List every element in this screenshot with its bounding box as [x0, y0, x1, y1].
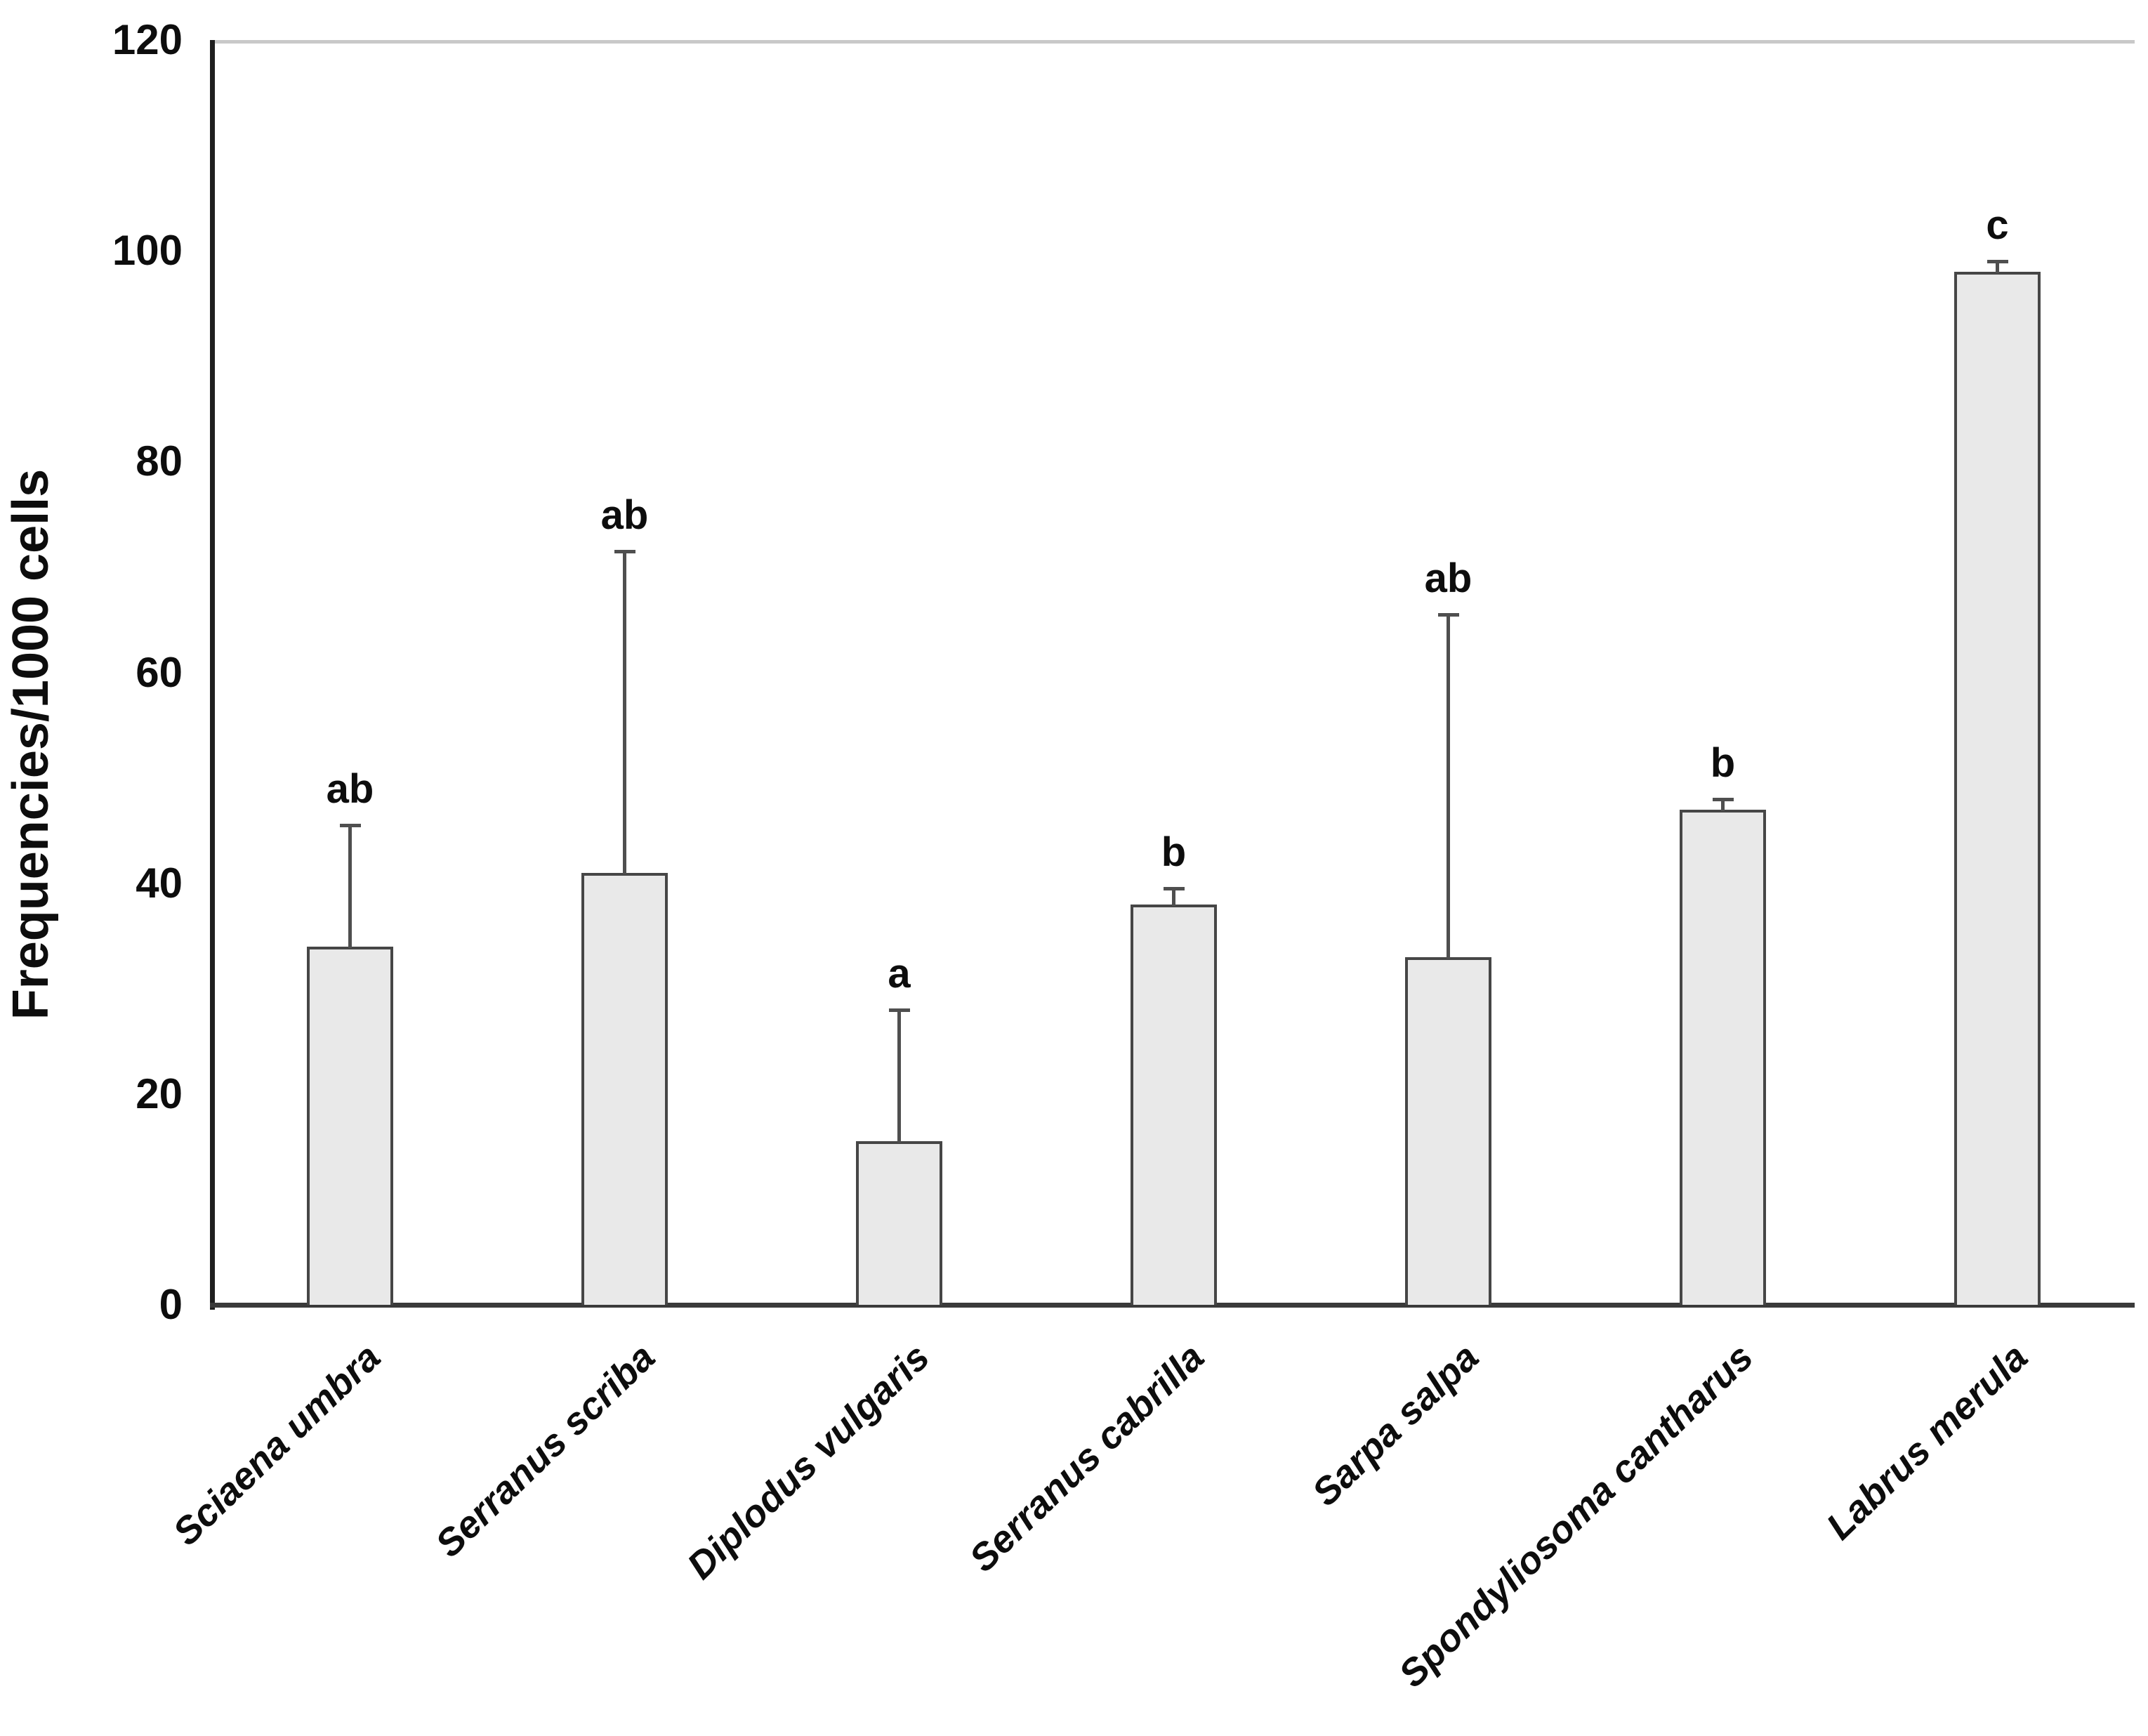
y-tick-label-80: 80 [136, 438, 183, 485]
error-bar-cap-serranus-cabrilla [1163, 887, 1185, 891]
error-bar-spondyliosoma-cantharus [1721, 798, 1725, 811]
significance-letter-spondyliosoma-cantharus: b [1710, 739, 1736, 786]
significance-letter-sciaena-umbra: ab [326, 766, 374, 813]
bar-sarpa-salpa [1405, 956, 1491, 1305]
y-tick-label-60: 60 [136, 648, 183, 696]
x-category-label-serranus-cabrilla: Serranus cabrilla [961, 1336, 1213, 1580]
x-category-label-diplodus-vulgaris: Diplodus vulgaris [679, 1336, 938, 1588]
error-bar-serranus-cabrilla [1172, 888, 1175, 906]
bar-labrus-merula [1954, 272, 2041, 1305]
error-bar-cap-diplodus-vulgaris [888, 1008, 910, 1012]
error-bar-diplodus-vulgaris [897, 1009, 901, 1143]
bar-diplodus-vulgaris [856, 1141, 942, 1305]
x-category-label-serranus-scriba: Serranus scriba [428, 1336, 664, 1566]
error-bar-cap-serranus-scriba [614, 549, 635, 553]
y-tick-label-0: 0 [159, 1281, 183, 1328]
top-gridline [215, 40, 2135, 44]
x-axis-line [210, 1303, 2135, 1308]
y-tick-label-120: 120 [112, 16, 183, 63]
bar-serranus-scriba [581, 872, 668, 1305]
error-bar-sarpa-salpa [1447, 614, 1450, 959]
error-bar-cap-spondyliosoma-cantharus [1712, 797, 1734, 801]
bar-sciaena-umbra [307, 946, 393, 1305]
bar-serranus-cabrilla [1131, 904, 1217, 1305]
plot-area: ab ab a b ab b c [213, 40, 2135, 1305]
significance-letter-labrus-merula: c [1986, 202, 2009, 249]
y-tick-label-100: 100 [112, 227, 183, 275]
error-bar-cap-sciaena-umbra [339, 824, 361, 828]
y-tick-label-20: 20 [136, 1070, 183, 1117]
significance-letter-sarpa-salpa: ab [1424, 555, 1472, 601]
error-bar-serranus-scriba [623, 551, 626, 874]
x-category-label-labrus-merula: Labrus merula [1819, 1336, 2036, 1548]
significance-letter-diplodus-vulgaris: a [888, 950, 911, 997]
significance-letter-serranus-cabrilla: b [1161, 829, 1187, 876]
x-category-label-sciaena-umbra: Sciaena umbra [165, 1336, 389, 1554]
error-bar-labrus-merula [1996, 261, 1999, 274]
error-bar-cap-labrus-merula [1986, 260, 2008, 264]
y-axis-line [210, 40, 215, 1310]
error-bar-cap-sarpa-salpa [1437, 612, 1459, 617]
bar-spondyliosoma-cantharus [1680, 809, 1766, 1305]
x-category-label-sarpa-salpa: Sarpa salpa [1304, 1336, 1487, 1515]
significance-letter-serranus-scriba: ab [600, 492, 649, 538]
y-tick-label-40: 40 [136, 859, 183, 907]
error-bar-sciaena-umbra [348, 825, 352, 948]
